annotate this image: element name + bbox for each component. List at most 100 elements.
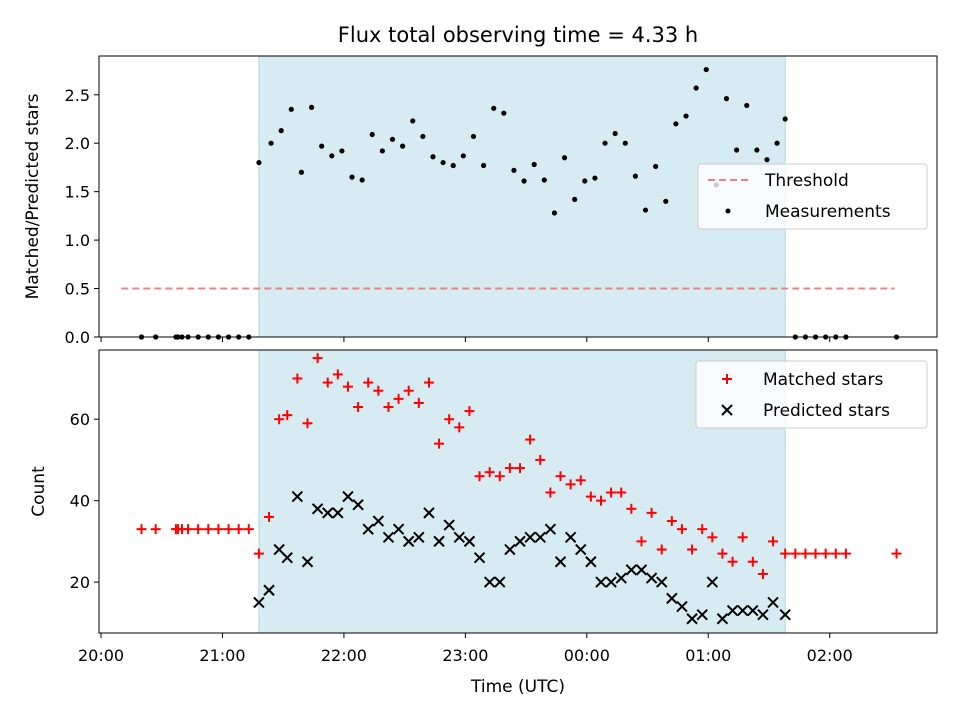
predicted-star-point (564, 531, 577, 544)
y-tick-label: 0.0 (65, 328, 90, 347)
matched-star-point (253, 548, 264, 559)
bottom-legend-box (695, 360, 928, 429)
figure-title: Flux total observing time = 4.33 h (338, 23, 698, 47)
predicted-star-point (263, 584, 275, 596)
predicted-star-point (322, 507, 334, 519)
measurement-point (632, 173, 639, 179)
x-tick-label: 22:00 (321, 646, 367, 665)
matched-star-point (203, 524, 214, 535)
predicted-star-point (463, 535, 476, 548)
matched-star-point (423, 377, 434, 388)
matched-star-point (707, 532, 718, 543)
matched-star-point (840, 548, 851, 559)
matched-star-point (413, 397, 424, 408)
matched-star-point (790, 548, 801, 559)
top-y-axis-label: Matched/Predicted stars (23, 93, 43, 299)
predicted-star-point (635, 564, 648, 576)
measurement-point (754, 147, 760, 153)
measurement-point (592, 175, 598, 181)
predicted-star-point (779, 608, 791, 621)
matched-star-point (213, 524, 224, 535)
x-stroke (372, 515, 385, 527)
x-stroke (514, 535, 526, 548)
matched-star-point (403, 385, 414, 396)
predicted-star-point (686, 613, 698, 625)
predicted-star-point (453, 531, 466, 544)
matched-star-point (636, 536, 647, 547)
measurement-point (744, 102, 750, 109)
x-stroke (342, 490, 354, 503)
legend-predicted-label: Predicted stars (763, 401, 890, 421)
measurement-point (379, 148, 385, 154)
x-stroke (413, 531, 425, 544)
x-stroke (362, 523, 374, 535)
matched-star-point (515, 463, 526, 474)
x-stroke (736, 604, 749, 617)
x-stroke (721, 404, 733, 416)
measurement-point (400, 143, 406, 149)
legend-threshold-label: Threshold (764, 171, 849, 191)
matched-star-point (150, 524, 161, 535)
matched-star-point (302, 418, 313, 429)
top-panel: 0.0 0.5 1.0 1.5 2.0 2.5 Matched/Predicted sta… (23, 55, 938, 347)
y-tick-label: 2.5 (65, 86, 90, 105)
matched-star-point (373, 385, 384, 396)
x-stroke (757, 608, 769, 621)
x-stroke (253, 596, 265, 609)
matched-star-point (697, 524, 708, 535)
predicted-star-point (281, 551, 293, 564)
predicted-star-point (645, 572, 658, 584)
legend-measurements-label: Measurements (765, 202, 891, 222)
x-stroke (263, 584, 275, 596)
x-stroke (605, 576, 617, 588)
x-stroke (666, 592, 678, 605)
x-stroke (564, 531, 577, 544)
x-stroke (615, 572, 627, 584)
matched-star-point (332, 369, 343, 380)
predicted-star-point (311, 503, 324, 515)
matched-star-point (656, 544, 667, 555)
x-stroke (402, 535, 415, 548)
predicted-star-point (767, 596, 779, 609)
x-stroke (534, 531, 546, 544)
measurement-point (782, 116, 788, 122)
legend-predicted-swatch (721, 404, 733, 416)
matched-star-point (464, 406, 475, 417)
predicted-star-point (342, 490, 354, 503)
x-stroke (625, 564, 638, 576)
measurement-point (663, 198, 669, 204)
x-stroke (686, 613, 698, 625)
matched-star-point (737, 532, 748, 543)
measurement-point (734, 147, 740, 153)
predicted-star-point (514, 535, 526, 548)
matched-star-point (676, 524, 687, 535)
matched-star-point (504, 463, 515, 474)
predicted-star-point (726, 604, 739, 617)
predicted-star-point (656, 576, 668, 588)
x-stroke (554, 556, 567, 568)
x-stroke (504, 543, 516, 556)
legend-matched-label: Matched stars (763, 370, 883, 390)
measurement-point (430, 154, 436, 160)
bottom-panel: 20 40 60 20:00 21:00 22:00 23:00 00:00 01:00 02:… (29, 349, 938, 697)
x-stroke (696, 608, 708, 621)
x-tick-label: 01:00 (685, 646, 731, 665)
matched-star-point (434, 438, 445, 449)
predicted-star-point (423, 507, 435, 519)
matched-star-point (233, 524, 244, 535)
predicted-star-point (585, 556, 597, 568)
matched-star-point (383, 402, 394, 413)
matched-star-point (342, 381, 353, 392)
measurement-point (622, 140, 628, 146)
x-stroke (463, 535, 476, 548)
top-legend-box (697, 163, 928, 230)
measurement-point (693, 85, 699, 91)
measurement-point (288, 106, 294, 112)
x-stroke (332, 507, 344, 519)
predicted-star-point (615, 572, 627, 584)
measurement-point (602, 140, 608, 146)
measurement-point (268, 140, 274, 146)
x-stroke (473, 551, 486, 564)
legend-measurements-swatch (725, 208, 731, 214)
matched-star-point (626, 503, 637, 514)
